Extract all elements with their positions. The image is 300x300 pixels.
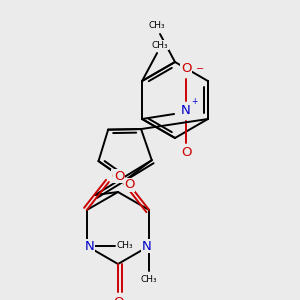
Text: O: O: [113, 296, 123, 300]
Text: N: N: [85, 239, 95, 253]
Text: O: O: [181, 146, 191, 158]
Text: O: O: [181, 62, 191, 76]
Text: N: N: [181, 104, 191, 118]
Text: O: O: [112, 169, 122, 182]
Text: O: O: [114, 169, 124, 182]
Text: O: O: [124, 178, 135, 191]
Text: CH₃: CH₃: [152, 40, 168, 50]
Text: CH₃: CH₃: [149, 22, 165, 31]
Text: +: +: [191, 97, 197, 106]
Text: CH₃: CH₃: [141, 274, 158, 284]
Text: −: −: [196, 64, 204, 74]
Text: N: N: [141, 239, 151, 253]
Text: CH₃: CH₃: [116, 242, 133, 250]
